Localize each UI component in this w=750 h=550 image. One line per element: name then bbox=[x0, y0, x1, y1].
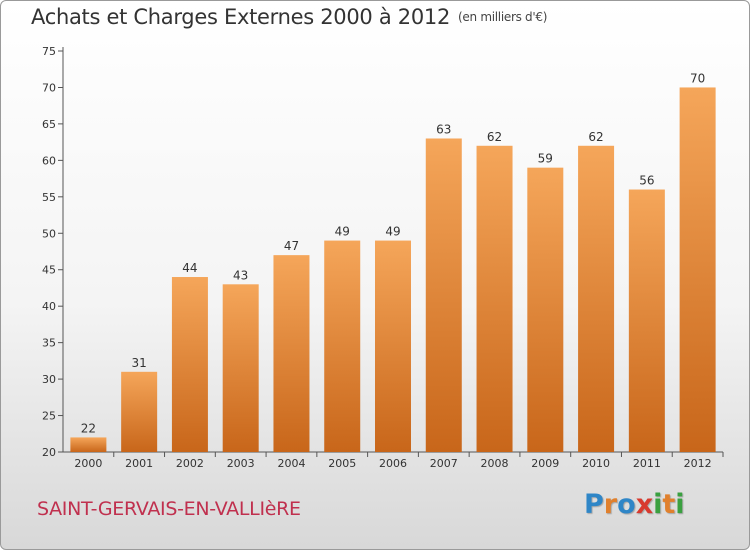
y-tick-label: 45 bbox=[42, 264, 56, 277]
logo-letter: r bbox=[603, 489, 618, 520]
bar bbox=[70, 437, 107, 452]
y-tick-label: 40 bbox=[42, 300, 56, 313]
y-tick-label: 20 bbox=[42, 446, 56, 459]
logo-letter: i bbox=[653, 489, 663, 520]
data-label: 43 bbox=[233, 268, 248, 282]
proxiti-logo: Proxiti bbox=[584, 489, 685, 520]
y-tick-label: 75 bbox=[42, 45, 56, 58]
data-label: 49 bbox=[385, 225, 400, 239]
bar bbox=[425, 138, 462, 452]
bar bbox=[578, 145, 615, 453]
chart-subtitle: (en milliers d'€) bbox=[458, 10, 548, 24]
bar bbox=[628, 189, 665, 452]
data-labels: 22 31 44 43 47 49 49 63 62 59 62 56 70 bbox=[81, 71, 706, 435]
data-label: 44 bbox=[182, 261, 197, 275]
data-label: 62 bbox=[487, 130, 502, 144]
x-tick-label: 2008 bbox=[481, 457, 509, 470]
logo-letter: o bbox=[617, 489, 636, 520]
bar bbox=[222, 284, 259, 452]
data-label: 31 bbox=[132, 356, 147, 370]
x-tick-label: 2002 bbox=[176, 457, 204, 470]
y-tick-label: 35 bbox=[42, 337, 56, 350]
bar bbox=[324, 240, 361, 452]
logo-letter: t bbox=[662, 489, 676, 520]
x-tick-label: 2005 bbox=[328, 457, 356, 470]
data-label: 49 bbox=[335, 225, 350, 239]
logo-letter: x bbox=[635, 489, 654, 520]
x-tick-label: 2006 bbox=[379, 457, 407, 470]
data-label: 62 bbox=[588, 130, 603, 144]
y-tick-label: 30 bbox=[42, 373, 56, 386]
y-axis-ticks: 20 25 30 35 40 45 50 55 60 65 70 75 bbox=[42, 45, 63, 459]
data-label: 56 bbox=[639, 174, 654, 188]
bar bbox=[273, 255, 310, 452]
y-tick-label: 60 bbox=[42, 154, 56, 167]
x-tick-label: 2009 bbox=[531, 457, 559, 470]
data-label: 59 bbox=[538, 152, 553, 166]
bar bbox=[476, 145, 513, 453]
x-tick-label: 2012 bbox=[684, 457, 712, 470]
bar bbox=[375, 240, 411, 452]
bar bbox=[679, 87, 716, 453]
data-label: 47 bbox=[284, 239, 299, 253]
x-tick-label: 2001 bbox=[125, 457, 153, 470]
x-tick-label: 2011 bbox=[633, 457, 661, 470]
data-label: 63 bbox=[436, 122, 451, 136]
x-tick-label: 2010 bbox=[582, 457, 610, 470]
bar bbox=[121, 371, 158, 452]
logo-letter: i bbox=[675, 489, 685, 520]
x-tick-label: 2000 bbox=[74, 457, 102, 470]
x-tick-label: 2004 bbox=[277, 457, 305, 470]
logo-letter: P bbox=[584, 489, 604, 520]
bar bbox=[527, 167, 564, 452]
x-tick-label: 2007 bbox=[430, 457, 458, 470]
x-axis-ticks: 2000 2001 2002 2003 2004 2005 2006 2007 2008 2009… bbox=[74, 452, 724, 470]
y-tick-label: 65 bbox=[42, 118, 56, 131]
data-label: 70 bbox=[690, 71, 705, 85]
y-tick-label: 70 bbox=[42, 81, 56, 94]
y-tick-label: 25 bbox=[42, 410, 56, 423]
data-label: 22 bbox=[81, 421, 96, 435]
town-name: SAINT-GERVAIS-EN-VALLIèRE bbox=[37, 498, 301, 520]
y-tick-label: 50 bbox=[42, 227, 56, 240]
chart-title: Achats et Charges Externes 2000 à 2012 (e… bbox=[31, 5, 547, 29]
x-tick-label: 2003 bbox=[227, 457, 255, 470]
chart-bars bbox=[70, 87, 716, 453]
bar bbox=[171, 277, 208, 452]
y-tick-label: 55 bbox=[42, 191, 56, 204]
chart-title-text: Achats et Charges Externes 2000 à 2012 bbox=[31, 5, 451, 29]
